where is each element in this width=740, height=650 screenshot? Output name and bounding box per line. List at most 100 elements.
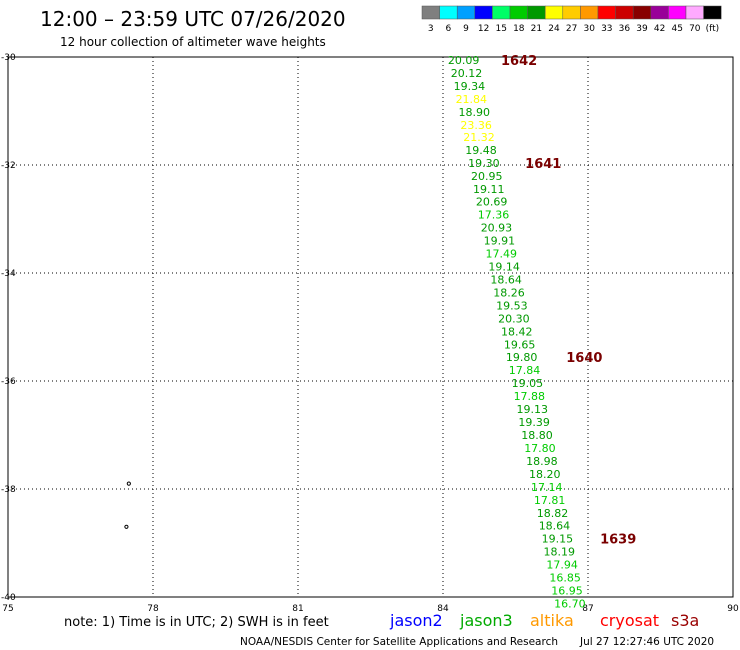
swh-value: 17.14	[531, 481, 563, 494]
time-label: 1640	[566, 351, 602, 366]
color-swatch	[668, 5, 687, 20]
swh-value: 20.95	[471, 170, 503, 183]
swh-value: 19.05	[512, 377, 543, 390]
time-label: 1642	[501, 54, 537, 69]
color-swatch	[650, 5, 669, 20]
plot-frame	[7, 56, 734, 598]
swh-value: 19.11	[473, 183, 505, 196]
swh-value: 18.20	[529, 468, 561, 481]
color-swatch	[703, 5, 722, 20]
color-swatch	[456, 5, 476, 20]
color-swatch	[527, 5, 546, 20]
color-swatch	[421, 5, 440, 20]
swh-value: 17.84	[509, 364, 541, 377]
scale-label: 30	[583, 24, 595, 34]
legend-jason2: jason2	[389, 611, 443, 630]
scale-label: 45	[671, 24, 682, 34]
color-swatch	[632, 5, 652, 20]
swh-value: 19.65	[504, 338, 536, 351]
note-text: note: 1) Time is in UTC; 2) SWH is in fe…	[64, 615, 329, 630]
chart-subtitle: 12 hour collection of altimeter wave hei…	[60, 35, 326, 49]
scale-label: 18	[513, 24, 525, 34]
swh-value: 20.12	[451, 67, 483, 80]
color-swatch	[474, 5, 493, 20]
axis-ticks: 75 78 81 84 87 90 -30 -32 -34 -36 -38 -40	[1, 53, 739, 614]
swh-value: 19.53	[496, 299, 527, 312]
scale-label: 3	[428, 24, 434, 34]
swh-value: 17.80	[524, 442, 556, 455]
swh-value: 19.39	[518, 416, 550, 429]
color-swatch	[685, 5, 704, 20]
swh-value: 18.42	[501, 325, 533, 338]
color-swatch	[597, 5, 616, 20]
swh-value: 19.13	[516, 403, 548, 416]
swh-value: 18.90	[458, 106, 490, 119]
swh-value: 18.19	[544, 546, 576, 559]
x-tick-label: 75	[2, 604, 13, 614]
swh-value: 19.91	[484, 235, 515, 248]
color-swatch	[439, 5, 458, 20]
swh-value: 19.80	[506, 351, 538, 364]
scale-label: 36	[619, 24, 631, 34]
coast-point	[126, 481, 131, 486]
x-tick-label: 81	[292, 604, 303, 614]
swh-value: 23.36	[460, 119, 492, 132]
swh-value: 17.49	[486, 248, 518, 261]
swh-value: 18.98	[526, 455, 558, 468]
color-swatch	[509, 5, 528, 20]
y-tick-label: -34	[1, 269, 16, 279]
time-label: 1641	[525, 157, 561, 172]
color-swatch	[492, 5, 511, 20]
swh-value: 16.85	[549, 572, 581, 585]
swh-value: 21.84	[456, 93, 488, 106]
scale-label: 15	[495, 24, 506, 34]
swh-value: 18.26	[493, 286, 525, 299]
x-tick-label: 90	[727, 604, 739, 614]
time-marks: 1642 1641 1640 1639	[501, 54, 636, 547]
scale-label: 39	[636, 24, 648, 34]
satellite-legend: jason2 jason3 altika cryosat s3a	[389, 611, 699, 630]
legend-altika: altika	[530, 611, 574, 630]
swh-value: 20.69	[476, 196, 508, 209]
legend-jason3: jason3	[459, 611, 513, 630]
color-scale: 3 6 9 12 15 18 21 24 27 30 33 36 39 42 45 70 (ft)	[421, 5, 722, 34]
footer-credit: NOAA/NESDIS Center for Satellite Applica…	[240, 636, 558, 648]
swh-value: 18.64	[539, 520, 571, 533]
scale-label: 12	[478, 24, 489, 34]
chart-title: 12:00 – 23:59 UTC 07/26/2020	[40, 7, 346, 31]
swh-value: 18.82	[537, 507, 569, 520]
coast-points	[124, 481, 131, 529]
scale-label: 6	[446, 24, 452, 34]
swh-value: 19.14	[488, 261, 520, 274]
legend-s3a: s3a	[671, 611, 699, 630]
footer-timestamp: Jul 27 12:27:46 UTC 2020	[579, 636, 714, 648]
scale-label: 70	[689, 24, 701, 34]
swh-value: 19.30	[468, 157, 500, 170]
y-tick-label: -30	[1, 53, 16, 63]
scale-label: 24	[548, 24, 560, 34]
swh-value: 19.48	[465, 144, 497, 157]
color-swatch	[562, 5, 581, 20]
swh-value: 17.88	[514, 390, 546, 403]
swh-value: 20.09	[448, 54, 480, 67]
swh-value: 20.30	[498, 312, 529, 325]
x-tick-label: 87	[582, 604, 593, 614]
swh-value: 19.15	[542, 533, 574, 546]
swh-value: 17.94	[546, 559, 578, 572]
swh-value: 17.36	[478, 209, 510, 222]
swh-value: 19.34	[454, 80, 486, 93]
grid-lines	[8, 57, 733, 597]
y-tick-label: -36	[1, 377, 16, 387]
scale-label: 21	[531, 24, 542, 34]
x-tick-label: 78	[147, 604, 159, 614]
scale-label: 33	[601, 24, 612, 34]
swh-value: 20.93	[481, 222, 513, 235]
y-tick-label: -32	[1, 161, 16, 171]
swh-value: 18.80	[521, 429, 553, 442]
y-tick-label: -40	[1, 593, 16, 603]
color-swatch	[615, 5, 634, 20]
swh-value: 16.95	[551, 585, 583, 598]
swh-value: 21.32	[463, 131, 495, 144]
